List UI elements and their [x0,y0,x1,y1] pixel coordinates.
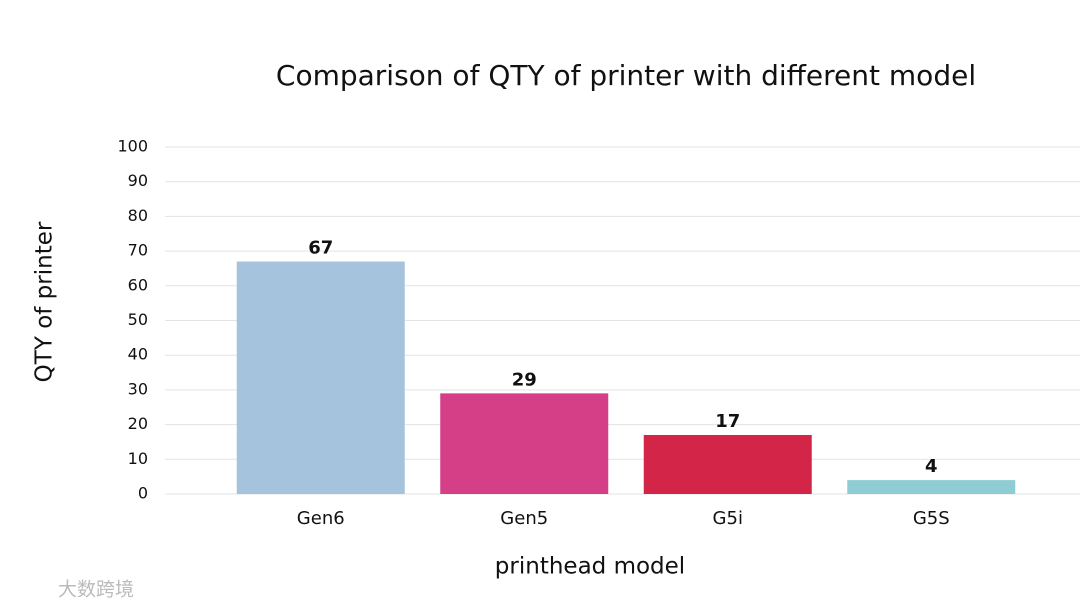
y-tick-label: 50 [128,310,148,329]
y-tick-label: 70 [128,241,148,260]
x-tick-label: Gen5 [500,508,548,529]
value-label: 67 [308,238,333,259]
y-tick-label: 100 [117,137,148,156]
y-tick-label: 30 [128,379,148,398]
bar [236,261,405,494]
value-label: 29 [512,369,537,390]
y-tick-label: 10 [128,449,148,468]
x-tick-label: G5i [713,508,743,529]
bar [643,435,812,494]
bar [440,393,609,494]
x-tick-label: G5S [913,508,950,529]
watermark: 大数跨境 [58,579,134,601]
y-tick-label: 90 [128,171,148,190]
chart-title: Comparison of QTY of printer with differ… [276,59,976,92]
x-axis-label: printhead model [495,554,685,580]
value-label: 17 [715,411,740,432]
y-tick-label: 20 [128,414,148,433]
y-tick-label: 40 [128,345,148,364]
x-tick-label: Gen6 [297,508,345,529]
y-tick-label: 0 [138,484,148,503]
y-tick-label: 80 [128,206,148,225]
value-label: 4 [925,456,938,477]
y-axis-label: QTY of printer [32,221,58,382]
bar [847,480,1016,494]
y-tick-label: 60 [128,275,148,294]
